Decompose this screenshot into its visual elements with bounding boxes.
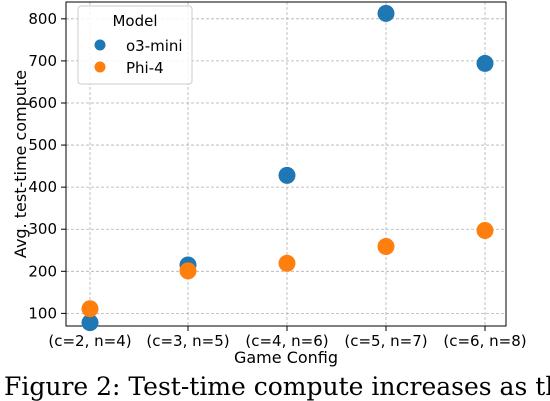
y-tick-label: 200 [28,262,57,280]
chart: 100 200 300 400 500 600 700 800 (c=2, n=4) (c=3, … [11,1,527,367]
y-tick-label: 400 [28,178,57,196]
data-point-o3-mini [278,166,296,184]
x-tick-label: (c=3, n=5) [146,332,229,350]
plot-frame [65,1,507,327]
y-tick-label: 500 [28,136,57,154]
data-point-o3-mini [81,314,99,332]
axis-ticks: 100 200 300 400 500 600 700 800 (c=2, n=4) (c=3, … [28,10,526,350]
figure-caption: Figure 2: Test-time compute increases as… [4,372,550,401]
x-tick-label: (c=4, n=6) [245,332,328,350]
legend-title: Model [112,12,157,30]
data-point-phi-4 [81,300,99,318]
legend: Model o3-mini Phi-4 [77,5,193,85]
x-tick-label: (c=5, n=7) [344,332,427,350]
data-point-phi-4 [476,221,494,239]
x-tick-label: (c=6, n=8) [443,332,526,350]
y-tick-label: 600 [28,94,57,112]
grid-lines [66,2,506,326]
data-point-o3-mini [377,4,395,22]
y-axis-label: Avg. test-time compute [11,70,30,258]
data-point-o3-mini [476,54,494,72]
data-point-phi-4 [278,254,296,272]
data-point-phi-4 [179,262,197,280]
legend-marker-o3-mini [94,39,106,51]
y-tick-label: 100 [28,304,57,322]
x-tick-label: (c=2, n=4) [48,332,131,350]
legend-label-o3-mini: o3-mini [126,37,183,55]
legend-marker-phi-4 [94,61,106,73]
x-axis-label: Game Config [234,348,338,367]
legend-box [77,5,193,85]
y-tick-label: 300 [28,220,57,238]
y-tick-label: 700 [28,52,57,70]
data-point-phi-4 [377,237,395,255]
y-tick-label: 800 [28,10,57,28]
legend-label-phi-4: Phi-4 [126,59,164,77]
data-points [81,4,494,332]
